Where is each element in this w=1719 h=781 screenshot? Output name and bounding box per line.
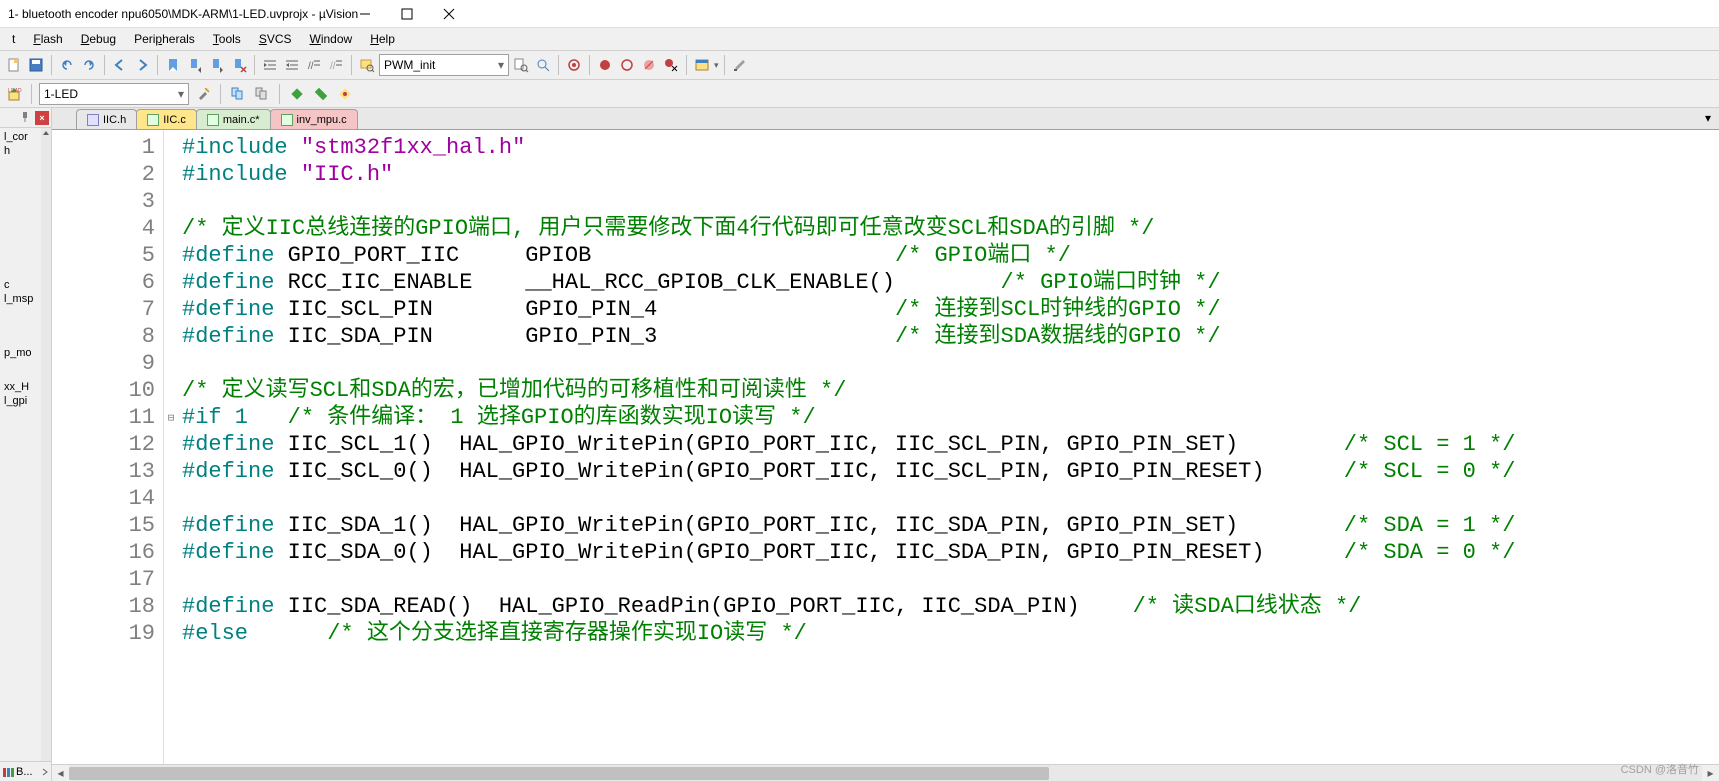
toolbar-build: LOAD 1-LED ▾ <box>0 80 1719 108</box>
horizontal-scrollbar[interactable]: ◂ ▸ <box>52 764 1719 781</box>
code-content[interactable]: #include "stm32f1xx_hal.h"#include "IIC.… <box>178 130 1719 764</box>
breakpoint-insert-icon[interactable] <box>595 55 615 75</box>
toolbar-main: // // PWM_init ▾ ▾ <box>0 50 1719 80</box>
window-title: 1- bluetooth encoder npu6050\MDK-ARM\1-L… <box>8 7 358 21</box>
tab-label: IIC.c <box>163 114 186 126</box>
tree-item[interactable]: h <box>2 144 39 158</box>
file-icon <box>147 114 159 126</box>
breakpoint-kill-icon[interactable] <box>661 55 681 75</box>
find-icon[interactable] <box>357 55 377 75</box>
line-number-gutter: 12345678910111213141516171819 <box>52 130 164 764</box>
scroll-right-icon[interactable]: ▸ <box>1702 765 1719 781</box>
chevron-right-icon[interactable] <box>41 768 49 776</box>
rebuild-icon[interactable] <box>311 84 331 104</box>
chevron-down-icon: ▾ <box>498 58 504 72</box>
indent-icon[interactable] <box>260 55 280 75</box>
books-icon <box>2 766 14 778</box>
file-icon <box>207 114 219 126</box>
tree-item[interactable]: l_msp <box>2 292 39 306</box>
find-combo-text: PWM_init <box>384 58 435 72</box>
tab-IICc[interactable]: IIC.c <box>136 109 197 129</box>
find-in-files-icon[interactable] <box>511 55 531 75</box>
tab-label: main.c* <box>223 114 260 126</box>
incremental-find-icon[interactable] <box>533 55 553 75</box>
tree-item[interactable]: l_cor <box>2 130 39 144</box>
menu-item-debug[interactable]: Debug <box>73 30 124 48</box>
file-icon <box>87 114 99 126</box>
save-icon[interactable] <box>26 55 46 75</box>
tree-item[interactable]: c <box>2 278 39 292</box>
file-icon <box>281 114 293 126</box>
target-combo[interactable]: 1-LED ▾ <box>39 83 189 105</box>
tab-label: IIC.h <box>103 114 126 126</box>
editor-tabs: IIC.h IIC.c main.c* inv_mpu.c ▾ <box>52 108 1719 130</box>
tree-item[interactable]: xx_H <box>2 380 39 394</box>
code-editor[interactable]: 12345678910111213141516171819 ⊟ #include… <box>52 130 1719 764</box>
scroll-left-icon[interactable]: ◂ <box>52 765 69 781</box>
menu-item-peripherals[interactable]: Peripherals <box>126 30 203 48</box>
breakpoint-disable-icon[interactable] <box>639 55 659 75</box>
menu-item-svcs[interactable]: SVCS <box>251 30 300 48</box>
options-icon[interactable] <box>193 84 213 104</box>
tree-item[interactable]: p_mo <box>2 346 39 360</box>
tab-mainc[interactable]: main.c* <box>196 109 271 129</box>
project-tree[interactable]: l_cor h c l_msp p_mo xx_H l_gpi <box>0 128 41 761</box>
close-panel-icon[interactable]: × <box>35 111 49 125</box>
new-file-icon[interactable] <box>4 55 24 75</box>
maximize-button[interactable] <box>400 7 414 21</box>
window-icon[interactable] <box>692 55 712 75</box>
nav-forward-icon[interactable] <box>132 55 152 75</box>
target-combo-text: 1-LED <box>44 87 78 101</box>
file-ext-icon[interactable] <box>228 84 248 104</box>
svg-text://: // <box>308 61 314 72</box>
bookmark-prev-icon[interactable] <box>185 55 205 75</box>
menu-item-0[interactable]: t <box>4 30 23 48</box>
uncomment-icon[interactable]: // <box>326 55 346 75</box>
find-combo[interactable]: PWM_init ▾ <box>379 54 509 76</box>
svg-text:LOAD: LOAD <box>8 88 22 94</box>
bookmark-clear-icon[interactable] <box>229 55 249 75</box>
bookmark-next-icon[interactable] <box>207 55 227 75</box>
menu-bar: t Flash Debug Peripherals Tools SVCS Win… <box>0 28 1719 50</box>
close-button[interactable] <box>442 7 456 21</box>
batch-build-icon[interactable] <box>335 84 355 104</box>
redo-icon[interactable] <box>79 55 99 75</box>
tab-inv_mpuc[interactable]: inv_mpu.c <box>270 109 358 129</box>
nav-back-icon[interactable] <box>110 55 130 75</box>
bookmark-icon[interactable] <box>163 55 183 75</box>
project-sidebar: × l_cor h c l_msp p_mo xx_H l_gpi B... <box>0 108 52 781</box>
tree-item[interactable]: l_gpi <box>2 394 39 408</box>
tab-label: inv_mpu.c <box>297 114 347 126</box>
sidebar-scrollbar[interactable] <box>41 128 51 761</box>
breakpoint-enable-icon[interactable] <box>617 55 637 75</box>
tabs-dropdown-icon[interactable]: ▾ <box>1701 111 1715 125</box>
configure-icon[interactable] <box>730 55 750 75</box>
load-icon[interactable]: LOAD <box>4 84 24 104</box>
comment-icon[interactable]: // <box>304 55 324 75</box>
fold-column[interactable]: ⊟ <box>164 130 178 764</box>
debug-icon[interactable] <box>564 55 584 75</box>
menu-item-window[interactable]: Window <box>302 30 361 48</box>
title-bar: 1- bluetooth encoder npu6050\MDK-ARM\1-L… <box>0 0 1719 28</box>
manage-icon[interactable] <box>252 84 272 104</box>
tab-IICh[interactable]: IIC.h <box>76 109 137 129</box>
minimize-button[interactable] <box>358 7 372 21</box>
sidebar-footer-label[interactable]: B... <box>16 766 33 778</box>
menu-item-help[interactable]: Help <box>362 30 403 48</box>
menu-item-tools[interactable]: Tools <box>205 30 249 48</box>
pin-icon[interactable] <box>19 111 33 125</box>
outdent-icon[interactable] <box>282 55 302 75</box>
build-icon[interactable] <box>287 84 307 104</box>
svg-text://: // <box>330 61 336 72</box>
undo-icon[interactable] <box>57 55 77 75</box>
watermark: CSDN @洛音竹 <box>1621 761 1699 777</box>
chevron-down-icon: ▾ <box>178 87 184 101</box>
menu-item-flash[interactable]: Flash <box>25 30 70 48</box>
